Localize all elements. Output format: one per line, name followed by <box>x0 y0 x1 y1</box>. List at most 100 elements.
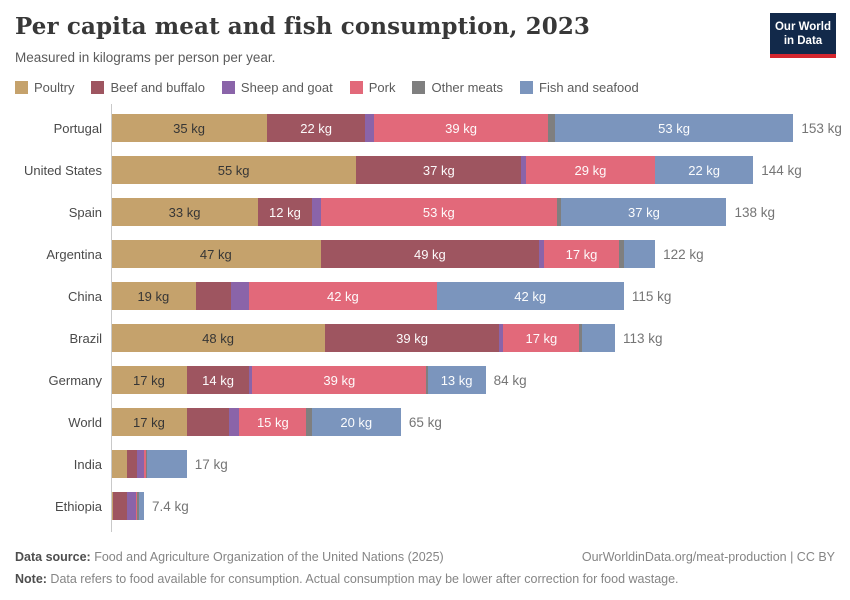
stacked-bar[interactable] <box>111 492 144 520</box>
bar-chart: Portugal 35 kg 22 kg 39 kg 53 kg 153 kg United… <box>15 104 842 532</box>
stacked-bar[interactable] <box>111 450 187 478</box>
legend-swatch <box>520 81 533 94</box>
note-label: Note: <box>15 572 47 586</box>
segment-sheep-and-goat[interactable] <box>231 282 250 310</box>
segment-fish-and-seafood[interactable]: 20 kg <box>311 408 401 436</box>
segment-beef-and-buffalo[interactable] <box>195 282 232 310</box>
stacked-bar[interactable]: 17 kg 15 kg 20 kg <box>111 408 401 436</box>
segment-fish-and-seafood[interactable] <box>581 324 615 352</box>
segment-poultry[interactable] <box>111 492 114 520</box>
segment-sheep-and-goat[interactable] <box>229 408 240 436</box>
entity-label[interactable]: India <box>73 456 102 472</box>
entity-label[interactable]: Germany <box>48 372 102 388</box>
segment-poultry[interactable]: 35 kg <box>111 114 268 142</box>
stacked-bar[interactable]: 35 kg 22 kg 39 kg 53 kg <box>111 114 794 142</box>
segment-other-meats[interactable] <box>556 198 562 226</box>
entity-label[interactable]: World <box>68 414 102 430</box>
stacked-bar[interactable]: 17 kg 14 kg 39 kg 13 kg <box>111 366 486 394</box>
segment-sheep-and-goat[interactable] <box>126 492 137 520</box>
segment-poultry[interactable]: 19 kg <box>111 282 196 310</box>
segment-other-meats[interactable] <box>548 114 555 142</box>
segment-fish-and-seafood[interactable] <box>146 450 187 478</box>
stacked-bar[interactable]: 47 kg 49 kg 17 kg <box>111 240 656 268</box>
segment-pork[interactable]: 53 kg <box>320 198 557 226</box>
segment-beef-and-buffalo[interactable]: 22 kg <box>267 114 366 142</box>
segment-poultry[interactable] <box>111 450 127 478</box>
segment-beef-and-buffalo[interactable] <box>113 492 127 520</box>
segment-pork[interactable]: 39 kg <box>252 366 427 394</box>
owid-logo-line2: in Data <box>783 35 823 47</box>
segment-poultry[interactable]: 47 kg <box>111 240 321 268</box>
y-axis-line <box>111 104 112 532</box>
entity-label[interactable]: Portugal <box>53 120 102 136</box>
entity-label[interactable]: Spain <box>68 204 102 220</box>
footer-note: Note: Data refers to food available for … <box>15 571 835 588</box>
segment-fish-and-seafood[interactable] <box>623 240 656 268</box>
segment-pork[interactable]: 39 kg <box>374 114 549 142</box>
legend-item-pork[interactable]: Pork <box>349 80 395 95</box>
segment-pork[interactable]: 29 kg <box>525 156 656 184</box>
legend-swatch <box>15 81 28 94</box>
legend-item-poultry[interactable]: Poultry <box>15 80 74 95</box>
segment-poultry[interactable]: 17 kg <box>111 366 187 394</box>
segment-fish-and-seafood[interactable] <box>138 492 144 520</box>
segment-other-meats[interactable] <box>619 240 624 268</box>
stacked-bar[interactable]: 19 kg 42 kg 42 kg <box>111 282 624 310</box>
segment-sheep-and-goat[interactable] <box>539 240 544 268</box>
segment-pork[interactable]: 17 kg <box>543 240 620 268</box>
segment-beef-and-buffalo[interactable] <box>126 450 138 478</box>
data-source-text: Food and Agriculture Organization of the… <box>90 550 444 564</box>
segment-sheep-and-goat[interactable] <box>365 114 375 142</box>
legend-item-beef-and-buffalo[interactable]: Beef and buffalo <box>91 80 205 95</box>
bar-track: 33 kg 12 kg 53 kg 37 kg 138 kg <box>111 198 835 226</box>
entity-label[interactable]: Argentina <box>46 246 102 262</box>
segment-fish-and-seafood[interactable]: 13 kg <box>427 366 486 394</box>
segment-fish-and-seafood[interactable]: 37 kg <box>561 198 727 226</box>
segment-beef-and-buffalo[interactable]: 37 kg <box>356 156 522 184</box>
segment-fish-and-seafood[interactable]: 42 kg <box>436 282 624 310</box>
segment-sheep-and-goat[interactable] <box>499 324 504 352</box>
segment-pork[interactable] <box>144 450 147 478</box>
bar-track: 17 kg <box>111 450 835 478</box>
segment-fish-and-seafood[interactable]: 53 kg <box>554 114 794 142</box>
stacked-bar[interactable]: 55 kg 37 kg 29 kg 22 kg <box>111 156 754 184</box>
segment-other-meats[interactable] <box>306 408 312 436</box>
segment-poultry[interactable]: 55 kg <box>111 156 357 184</box>
legend-item-sheep-and-goat[interactable]: Sheep and goat <box>221 80 333 95</box>
segment-beef-and-buffalo[interactable]: 49 kg <box>320 240 540 268</box>
segment-beef-and-buffalo[interactable] <box>186 408 230 436</box>
segment-other-meats[interactable] <box>579 324 582 352</box>
entity-label[interactable]: Ethiopia <box>55 498 102 514</box>
segment-poultry[interactable]: 48 kg <box>111 324 326 352</box>
credit-link[interactable]: OurWorldinData.org/meat-production | CC … <box>581 550 835 564</box>
segment-sheep-and-goat[interactable] <box>137 450 145 478</box>
legend-label: Fish and seafood <box>539 80 639 95</box>
segment-beef-and-buffalo[interactable]: 14 kg <box>186 366 250 394</box>
legend-item-other-meats[interactable]: Other meats <box>412 80 503 95</box>
segment-poultry[interactable]: 33 kg <box>111 198 259 226</box>
segment-other-meats[interactable] <box>136 492 139 520</box>
entity-label[interactable]: Brazil <box>69 330 102 346</box>
owid-logo[interactable]: Our World in Data <box>770 13 836 58</box>
segment-other-meats[interactable] <box>426 366 428 394</box>
segment-pork[interactable]: 15 kg <box>239 408 307 436</box>
stacked-bar[interactable]: 33 kg 12 kg 53 kg 37 kg <box>111 198 727 226</box>
stacked-bar[interactable]: 48 kg 39 kg 17 kg <box>111 324 615 352</box>
legend-label: Other meats <box>431 80 503 95</box>
segment-fish-and-seafood[interactable]: 22 kg <box>655 156 754 184</box>
entity-label[interactable]: China <box>68 288 102 304</box>
legend-item-fish-and-seafood[interactable]: Fish and seafood <box>520 80 639 95</box>
segment-beef-and-buffalo[interactable]: 12 kg <box>258 198 312 226</box>
segment-pork[interactable]: 42 kg <box>249 282 437 310</box>
chart-row-spain: Spain 33 kg 12 kg 53 kg 37 kg 138 kg <box>15 191 835 233</box>
legend-swatch <box>221 81 235 94</box>
segment-sheep-and-goat[interactable] <box>521 156 526 184</box>
segment-pork[interactable]: 17 kg <box>503 324 580 352</box>
segment-beef-and-buffalo[interactable]: 39 kg <box>325 324 500 352</box>
segment-poultry[interactable]: 17 kg <box>111 408 187 436</box>
segment-sheep-and-goat[interactable] <box>311 198 321 226</box>
bar-track: 19 kg 42 kg 42 kg 115 kg <box>111 282 835 310</box>
bar-track: 55 kg 37 kg 29 kg 22 kg 144 kg <box>111 156 835 184</box>
segment-sheep-and-goat[interactable] <box>249 366 253 394</box>
entity-label[interactable]: United States <box>23 162 102 178</box>
